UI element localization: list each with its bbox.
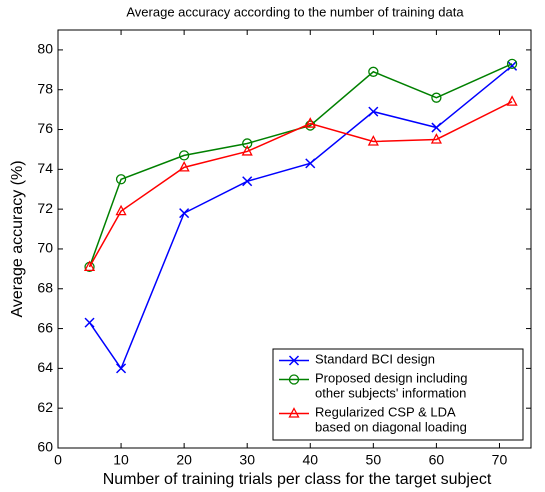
data-point <box>178 160 190 172</box>
x-tick-label: 60 <box>429 452 445 468</box>
data-point <box>431 122 442 133</box>
legend-box <box>272 348 524 441</box>
y-tick-label: 72 <box>37 200 53 216</box>
y-tick-label: 70 <box>37 240 53 256</box>
legend: Standard BCI design Proposed design inclu… <box>272 348 524 441</box>
legend-marker <box>288 355 300 366</box>
data-point <box>507 60 518 71</box>
x-tick-label: 20 <box>176 452 192 468</box>
y-tick-label: 78 <box>37 80 53 96</box>
data-point <box>84 317 95 328</box>
x-tick-label: 70 <box>492 452 508 468</box>
series-line <box>88 100 513 268</box>
data-point <box>430 133 442 144</box>
x-tick-label: 30 <box>239 452 255 468</box>
legend-marker <box>288 407 300 418</box>
legend-label: Regularized CSP & LDA based on diagonal l… <box>315 405 467 435</box>
data-point <box>304 117 316 128</box>
data-point <box>368 66 379 77</box>
data-point <box>115 204 127 216</box>
x-axis-label: Number of training trials per class for … <box>103 471 492 488</box>
chart-title: Average accuracy according to the number… <box>126 4 464 19</box>
data-point <box>431 92 442 103</box>
data-point <box>241 145 253 156</box>
y-tick-label: 80 <box>37 41 53 57</box>
y-tick-label: 64 <box>37 359 53 375</box>
x-tick-label: 40 <box>302 452 318 468</box>
data-point <box>178 150 190 161</box>
data-point <box>305 158 316 169</box>
x-tick-label: 10 <box>113 452 129 468</box>
data-point <box>506 58 518 69</box>
x-tick-label: 0 <box>54 452 62 468</box>
data-point <box>367 135 379 146</box>
plot-frame <box>57 29 532 449</box>
data-point <box>506 95 518 106</box>
y-tick-label: 74 <box>37 160 53 176</box>
legend-marker <box>288 374 300 385</box>
y-tick-label: 68 <box>37 279 53 295</box>
y-tick-label: 76 <box>37 120 53 136</box>
data-point <box>242 176 253 187</box>
data-point <box>116 363 127 374</box>
series-line <box>88 63 513 268</box>
data-point <box>115 174 127 185</box>
x-tick-label: 50 <box>366 452 382 468</box>
y-tick-label: 60 <box>37 439 53 455</box>
data-point <box>242 138 253 149</box>
legend-label: Standard BCI design <box>315 352 435 367</box>
y-tick-label: 66 <box>37 319 53 335</box>
y-tick-label: 62 <box>37 399 53 415</box>
series-line <box>88 65 513 370</box>
data-point <box>83 260 96 272</box>
y-axis-label: Average accuracy (%) <box>9 160 26 317</box>
data-point <box>179 208 190 219</box>
data-point <box>368 106 379 117</box>
legend-label: Proposed design including other subjects'… <box>315 371 468 401</box>
